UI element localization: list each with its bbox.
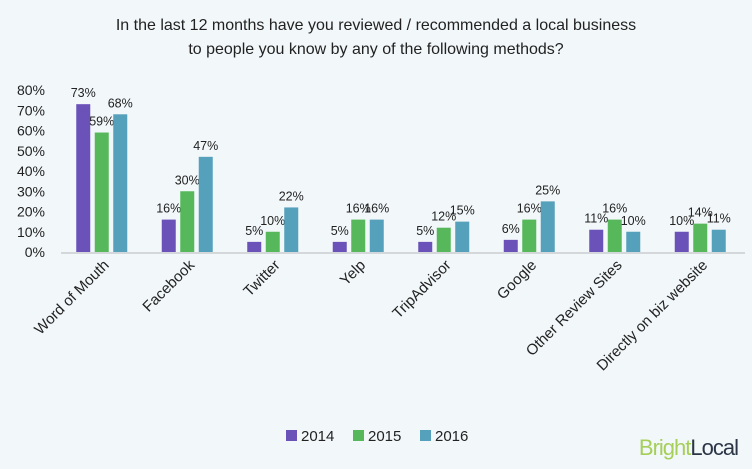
data-label: 6%	[502, 222, 520, 236]
title-line-2: to people you know by any of the followi…	[188, 41, 564, 58]
y-tick-label: 80%	[17, 82, 45, 98]
data-label: 73%	[71, 86, 96, 100]
data-label: 10%	[621, 214, 646, 228]
data-label: 15%	[450, 204, 475, 218]
bar-2016	[284, 207, 299, 252]
bar-2014	[76, 104, 91, 252]
bar-2014	[503, 239, 518, 252]
x-tick-label: Facebook	[139, 256, 198, 315]
y-tick-label: 70%	[17, 102, 45, 118]
y-tick-label: 30%	[17, 183, 45, 199]
data-label: 11%	[584, 212, 608, 226]
x-tick-label: Word of Mouth	[31, 257, 112, 338]
x-tick-label: Yelp	[337, 257, 369, 289]
data-label: 10%	[260, 214, 285, 228]
data-label: 16%	[602, 202, 627, 216]
data-label: 12%	[431, 210, 456, 224]
y-tick-label: 10%	[17, 224, 45, 240]
legend-swatch-2014	[286, 430, 297, 441]
bar-2015	[180, 191, 195, 252]
brightlocal-logo: BrightLocal	[638, 435, 739, 460]
data-label: 30%	[175, 173, 200, 187]
data-label: 16%	[346, 202, 371, 216]
chart-title: In the last 12 months have you reviewed …	[0, 14, 752, 62]
bar-2016	[198, 156, 213, 252]
data-label: 16%	[517, 202, 542, 216]
legend-swatch-2015	[353, 430, 364, 441]
data-label: 10%	[669, 214, 694, 228]
bar-2015	[693, 223, 708, 252]
bar-2014	[418, 241, 433, 252]
bar-2014	[589, 229, 604, 252]
data-label: 5%	[245, 224, 263, 238]
legend-label: 2015	[368, 428, 401, 445]
bar-2014	[332, 241, 347, 252]
title-line-1: In the last 12 months have you reviewed …	[115, 17, 637, 34]
bar-2016	[626, 231, 641, 252]
bar-2015	[351, 219, 366, 252]
data-label: 5%	[416, 224, 434, 238]
bar-2015	[436, 227, 451, 252]
bar-2015	[522, 219, 537, 252]
data-label: 5%	[331, 224, 349, 238]
data-label: 22%	[279, 189, 304, 203]
bar-2015	[94, 132, 109, 252]
data-label: 16%	[156, 202, 181, 216]
bar-2015	[265, 231, 280, 252]
data-label: 14%	[688, 206, 713, 220]
x-tick-label: Other Review Sites	[523, 257, 626, 360]
data-label: 59%	[89, 115, 114, 129]
legend-label: 2016	[435, 428, 468, 445]
y-tick-label: 40%	[17, 163, 45, 179]
data-label: 25%	[535, 183, 560, 197]
bar-2016	[711, 229, 726, 252]
data-label: 68%	[108, 96, 133, 110]
y-tick-label: 20%	[17, 204, 45, 220]
x-tick-label: Google	[494, 257, 540, 303]
bar-2014	[247, 241, 262, 252]
bar-2015	[607, 219, 622, 252]
bar-2016	[455, 221, 470, 252]
bar-2016	[540, 201, 555, 252]
y-tick-label: 60%	[17, 123, 45, 139]
legend-label: 2014	[301, 428, 334, 445]
data-label: 47%	[193, 139, 218, 153]
bar-2014	[674, 231, 689, 252]
data-label: 16%	[364, 202, 389, 216]
bar-2014	[161, 219, 176, 252]
legend-swatch-2016	[420, 430, 431, 441]
x-tick-label: TripAdvisor	[389, 257, 454, 322]
x-tick-label: Twitter	[240, 257, 283, 300]
data-label: 11%	[707, 212, 731, 226]
y-tick-label: 0%	[25, 244, 45, 260]
bar-2016	[369, 219, 384, 252]
y-tick-label: 50%	[17, 143, 45, 159]
bar-2016	[113, 114, 128, 252]
